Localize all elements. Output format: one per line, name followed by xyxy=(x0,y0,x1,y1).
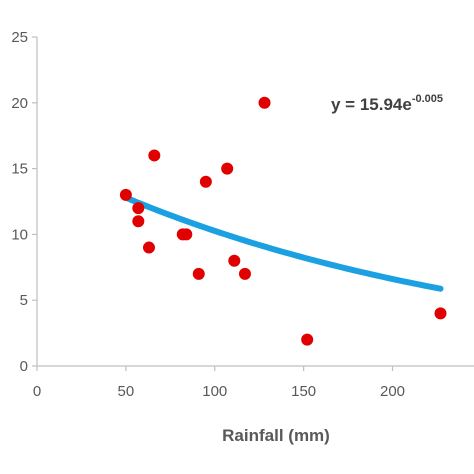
data-points xyxy=(119,96,447,346)
data-point xyxy=(301,333,314,346)
data-point xyxy=(148,149,161,162)
data-point xyxy=(258,96,271,109)
y-tick-label: 5 xyxy=(20,292,28,309)
x-tick-label: 0 xyxy=(33,383,41,400)
trendline xyxy=(122,194,444,292)
y-tick-label: 15 xyxy=(11,161,28,178)
x-tick-label: 100 xyxy=(202,383,227,400)
data-point xyxy=(199,175,212,188)
data-point xyxy=(132,215,145,228)
data-point xyxy=(180,228,193,241)
data-point xyxy=(119,188,132,201)
y-tick-label: 10 xyxy=(11,226,28,243)
data-point xyxy=(192,267,205,280)
y-tick-label: 20 xyxy=(11,95,28,112)
data-point xyxy=(142,241,155,254)
y-axis-ticks: 0 5 10 15 20 25 xyxy=(11,29,37,375)
y-tick-label: 25 xyxy=(11,29,28,46)
trendline-equation: y = 15.94e-0.005 xyxy=(331,93,443,114)
data-point xyxy=(238,267,251,280)
x-tick-label: 50 xyxy=(118,383,135,400)
x-tick-label: 150 xyxy=(291,383,316,400)
trendline-equation-base: y = 15.94e xyxy=(331,95,412,114)
data-point xyxy=(228,254,241,267)
x-axis-title: Rainfall (mm) xyxy=(222,426,330,445)
data-point xyxy=(221,162,234,175)
data-point xyxy=(132,202,145,215)
plot-area: 0 5 10 15 20 25 0 50 100 150 200 xyxy=(11,29,474,400)
x-tick-label: 200 xyxy=(380,383,405,400)
y-tick-label: 0 xyxy=(20,358,28,375)
data-point xyxy=(434,307,447,320)
x-axis-ticks: 0 50 100 150 200 xyxy=(33,366,405,400)
trendline-equation-exponent: -0.005 xyxy=(412,93,443,105)
